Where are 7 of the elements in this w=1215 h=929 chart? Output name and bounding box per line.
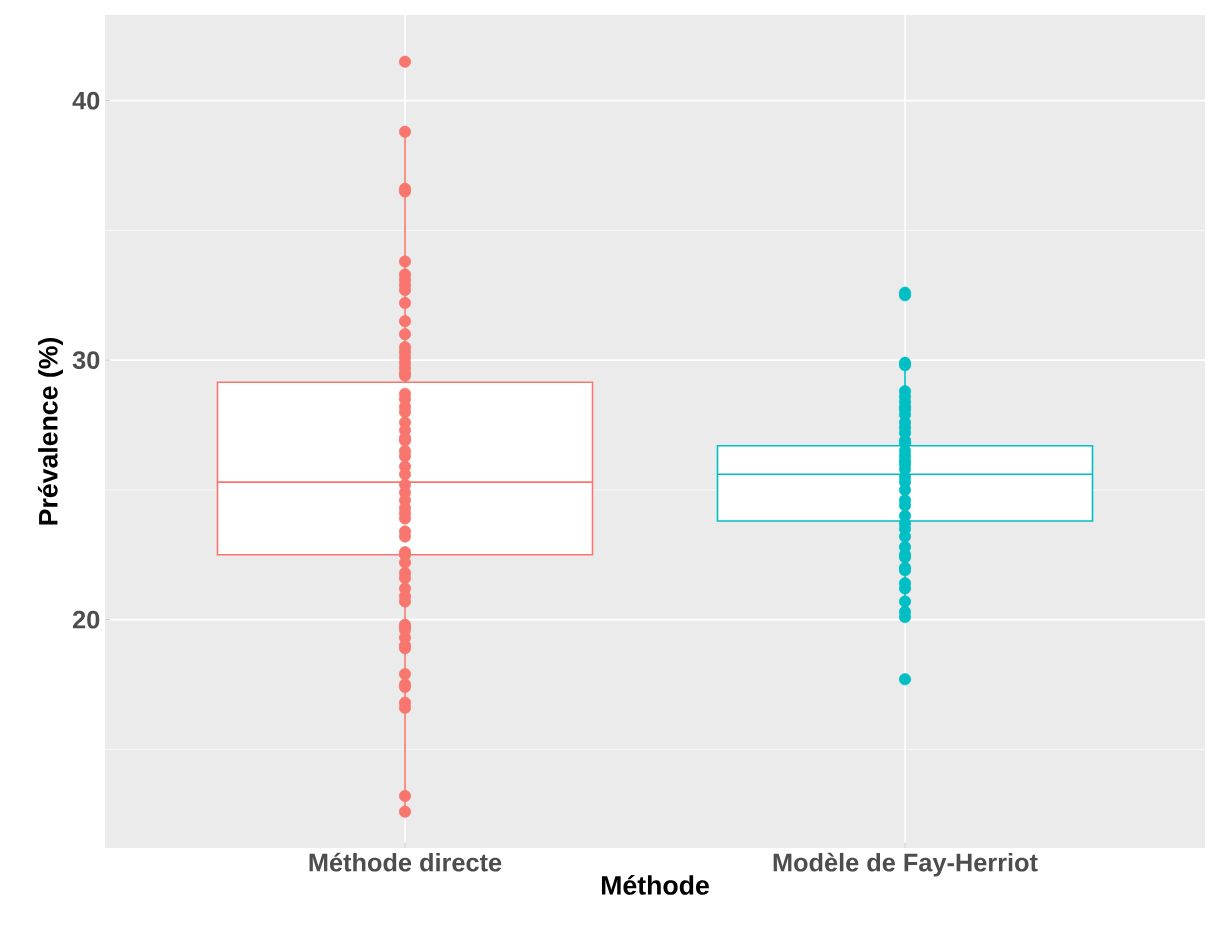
x-tick-label: Modèle de Fay-Herriot — [773, 852, 1038, 877]
y-axis-title: Prévalence (%) — [37, 338, 63, 525]
x-axis-title: Méthode — [601, 875, 709, 895]
x-tick-label: Méthode directe — [309, 852, 502, 872]
y-tick-label: 40 — [72, 91, 100, 110]
y-tick-label: 30 — [72, 351, 100, 370]
y-tick-label: 20 — [73, 610, 100, 629]
